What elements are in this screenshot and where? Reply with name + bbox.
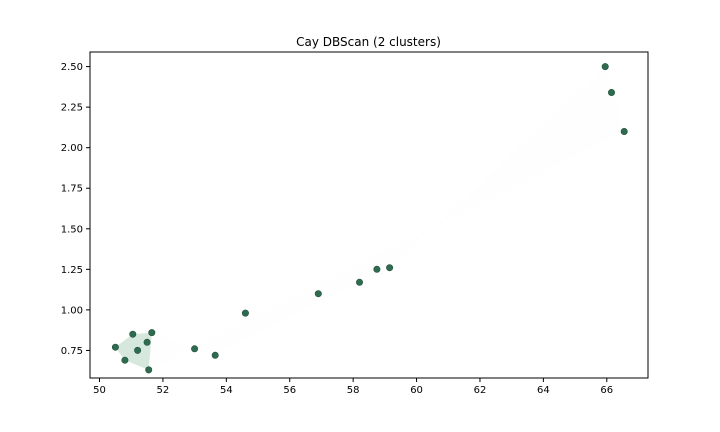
x-axis: 50 52 54 56 58 60 62 64 66 [93,378,613,396]
cluster-hull-2 [149,67,625,370]
data-point-16 [607,89,615,97]
data-point-6 [145,366,153,374]
y-axis: 0.75 1.00 1.25 1.50 1.75 2.00 2.25 2.50 [61,62,90,357]
x-tick-label: 62 [474,385,487,396]
data-points [111,63,628,374]
data-point-7 [148,329,156,337]
data-point-14 [386,264,394,272]
chart-title: Cay DBScan (2 clusters) [296,35,441,49]
x-tick-label: 58 [347,385,360,396]
data-point-2 [121,356,129,364]
x-tick-label: 66 [600,385,613,396]
data-point-17 [620,128,628,136]
y-tick-label: 2.50 [61,62,83,73]
y-tick-label: 1.75 [61,184,83,195]
data-point-13 [373,265,381,273]
x-tick-label: 64 [537,385,550,396]
data-point-9 [211,351,219,359]
data-point-10 [241,309,249,317]
data-point-12 [355,278,363,286]
data-point-11 [314,290,322,298]
x-tick-label: 60 [410,385,423,396]
data-point-3 [129,330,137,338]
y-tick-label: 2.25 [61,103,83,114]
y-tick-label: 1.00 [61,305,83,316]
data-point-5 [143,338,151,346]
y-tick-label: 0.75 [61,346,83,357]
y-tick-label: 2.00 [61,143,83,154]
x-tick-label: 56 [283,385,296,396]
data-point-4 [134,346,142,354]
data-point-8 [191,345,199,353]
data-point-1 [111,343,119,351]
y-tick-label: 1.25 [61,265,83,276]
cluster-hull-1 [115,332,152,370]
y-tick-label: 1.50 [61,224,83,235]
cluster-hulls [115,67,625,370]
x-tick-label: 50 [93,385,106,396]
x-tick-label: 54 [220,385,233,396]
x-tick-label: 52 [157,385,170,396]
data-point-15 [601,63,609,71]
plot-area-frame [89,51,649,379]
